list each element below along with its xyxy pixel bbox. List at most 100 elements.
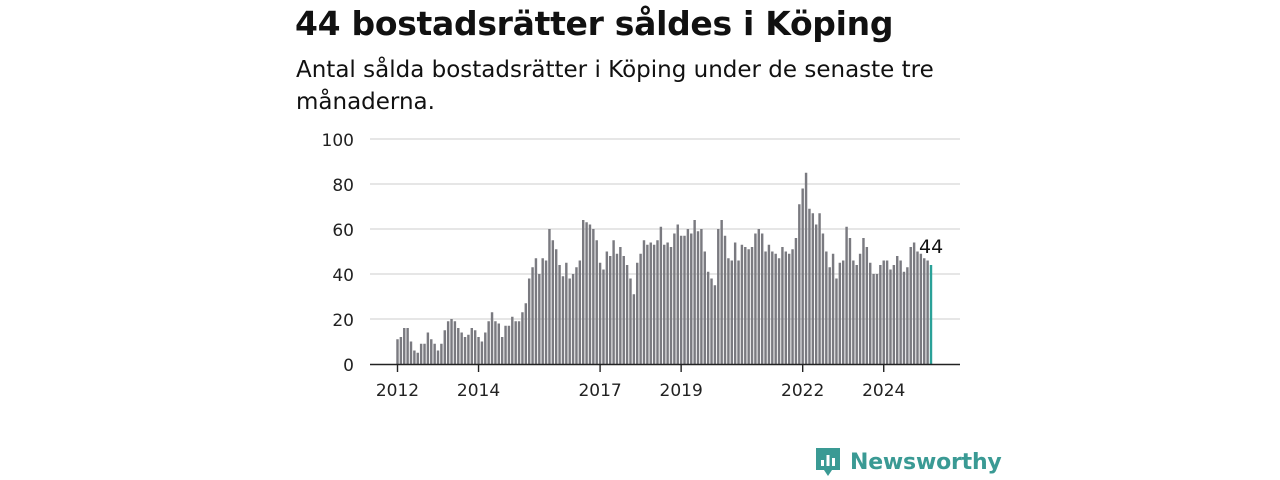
brand-logo[interactable]: Newsworthy bbox=[814, 446, 1002, 478]
bar bbox=[717, 229, 720, 364]
bar bbox=[686, 229, 690, 364]
bar bbox=[504, 325, 507, 364]
bar bbox=[582, 220, 585, 364]
bar bbox=[845, 226, 848, 364]
y-tick-label: 0 bbox=[343, 356, 354, 376]
bar bbox=[642, 240, 646, 364]
bar bbox=[399, 337, 403, 364]
bar bbox=[838, 262, 842, 364]
bar bbox=[531, 267, 534, 364]
x-axis-ticks: 2012 2014 2017 2019 2022 2024 bbox=[376, 364, 905, 401]
bar bbox=[416, 352, 419, 364]
bar bbox=[757, 229, 761, 364]
bar bbox=[669, 247, 673, 364]
bar bbox=[494, 321, 497, 364]
newsworthy-logo-icon bbox=[816, 448, 840, 476]
bar bbox=[858, 253, 862, 364]
bar bbox=[500, 337, 504, 364]
bar bbox=[487, 321, 490, 364]
bar bbox=[828, 267, 831, 364]
bar bbox=[446, 321, 450, 364]
x-tick-label: 2022 bbox=[781, 381, 824, 401]
bar bbox=[730, 260, 733, 364]
bar bbox=[571, 274, 575, 364]
bar bbox=[605, 251, 609, 364]
bar bbox=[612, 240, 615, 364]
bar bbox=[652, 244, 656, 364]
bar bbox=[706, 271, 710, 364]
bar bbox=[656, 240, 659, 364]
brand-name: Newsworthy bbox=[850, 449, 1002, 475]
bar bbox=[534, 258, 538, 364]
bar bbox=[777, 258, 781, 364]
bar bbox=[882, 260, 885, 364]
bar bbox=[733, 242, 737, 364]
bar bbox=[791, 249, 794, 364]
x-tick-label: 2024 bbox=[862, 381, 905, 401]
y-axis-ticks: 0 20 40 60 80 100 bbox=[322, 131, 354, 376]
bar bbox=[548, 229, 551, 364]
bar bbox=[470, 328, 473, 364]
bar bbox=[440, 343, 443, 364]
bar bbox=[538, 274, 541, 364]
bar bbox=[727, 258, 730, 364]
bar bbox=[419, 343, 423, 364]
bar bbox=[814, 224, 818, 364]
bar bbox=[835, 278, 838, 364]
bar bbox=[666, 242, 669, 364]
bar bbox=[517, 321, 521, 364]
bar bbox=[919, 253, 923, 364]
bar bbox=[683, 235, 686, 364]
bar bbox=[524, 303, 528, 364]
bar bbox=[467, 334, 470, 364]
bar bbox=[521, 312, 524, 364]
bar bbox=[659, 226, 663, 364]
bar bbox=[575, 267, 578, 364]
bar bbox=[396, 339, 399, 364]
y-tick-label: 20 bbox=[332, 311, 354, 331]
bar bbox=[646, 244, 649, 364]
chart-subtitle: Antal sålda bostadsrätter i Köping under… bbox=[296, 57, 934, 115]
bar bbox=[760, 233, 764, 364]
x-tick-label: 2012 bbox=[376, 381, 419, 401]
bar bbox=[923, 258, 926, 364]
bar bbox=[527, 278, 531, 364]
bar bbox=[615, 253, 619, 364]
last-value-label: 44 bbox=[919, 236, 943, 258]
bar bbox=[912, 242, 916, 364]
bar bbox=[430, 339, 433, 364]
bar bbox=[916, 251, 919, 364]
bar bbox=[798, 204, 801, 364]
y-tick-label: 100 bbox=[322, 131, 354, 151]
bar bbox=[622, 256, 625, 364]
bar bbox=[872, 274, 875, 364]
bar bbox=[609, 256, 612, 364]
bar bbox=[825, 251, 828, 364]
bar bbox=[700, 229, 703, 364]
bar bbox=[450, 319, 453, 364]
bar bbox=[514, 321, 517, 364]
bar bbox=[663, 244, 666, 364]
bar bbox=[747, 249, 750, 364]
x-tick-label: 2017 bbox=[578, 381, 621, 401]
bar bbox=[720, 220, 723, 364]
bar bbox=[473, 330, 477, 364]
y-tick-label: 60 bbox=[332, 221, 354, 241]
bar bbox=[629, 278, 632, 364]
bar bbox=[568, 278, 571, 364]
bar bbox=[511, 316, 514, 364]
bar bbox=[848, 238, 852, 364]
bar bbox=[409, 341, 413, 364]
bar bbox=[764, 251, 767, 364]
bar bbox=[767, 244, 771, 364]
bar bbox=[862, 238, 865, 364]
bar bbox=[497, 323, 501, 364]
bar bbox=[477, 337, 480, 364]
bar bbox=[507, 325, 511, 364]
bar bbox=[558, 265, 561, 364]
bar bbox=[436, 350, 440, 364]
bar bbox=[457, 328, 460, 364]
bar bbox=[821, 233, 825, 364]
bar bbox=[781, 247, 784, 364]
bar bbox=[713, 285, 717, 364]
